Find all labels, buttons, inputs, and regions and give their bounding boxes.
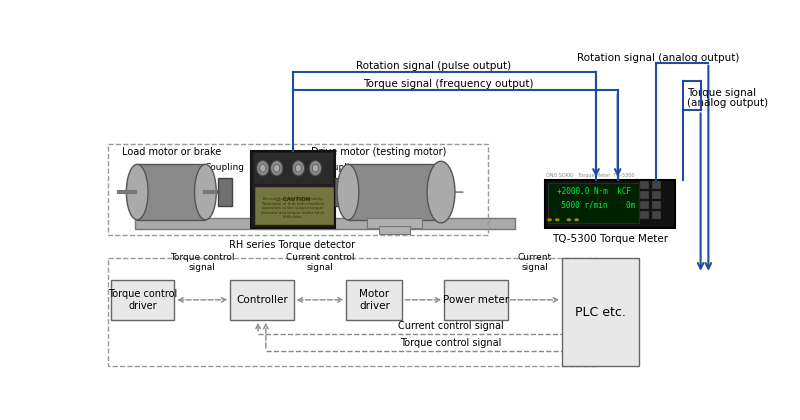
Text: ONO SOKKI   Torque Meter  TQ-5300: ONO SOKKI Torque Meter TQ-5300 [546, 173, 635, 178]
Bar [251, 150, 335, 228]
Text: Load motor or brake: Load motor or brake [122, 147, 221, 157]
Ellipse shape [295, 164, 302, 172]
Ellipse shape [337, 164, 359, 220]
Text: +2000.0 N·m  kCF
  5000 r/min    0m: +2000.0 N·m kCF 5000 r/min 0m [552, 187, 635, 209]
Ellipse shape [292, 160, 305, 176]
Ellipse shape [547, 218, 552, 221]
Text: (analog output): (analog output) [687, 98, 769, 108]
Bar [108, 258, 596, 366]
Ellipse shape [126, 164, 148, 220]
Text: Torque control
driver: Torque control driver [108, 289, 178, 311]
Bar [135, 218, 514, 229]
Text: Torque signal (frequency output): Torque signal (frequency output) [363, 79, 534, 89]
Ellipse shape [270, 160, 283, 176]
Text: Current
signal: Current signal [518, 253, 552, 272]
Ellipse shape [274, 164, 280, 172]
Text: Torque control signal: Torque control signal [400, 339, 502, 349]
Ellipse shape [260, 164, 266, 172]
Bar [346, 280, 402, 320]
Text: RH series Torque detector: RH series Torque detector [229, 240, 355, 250]
Bar [108, 144, 487, 235]
Bar [562, 258, 639, 366]
Bar [254, 152, 333, 184]
Bar [640, 181, 650, 189]
Bar [640, 191, 650, 199]
Ellipse shape [427, 161, 455, 223]
Text: Motor
driver: Motor driver [359, 289, 390, 311]
Ellipse shape [312, 164, 318, 172]
Text: Current control signal: Current control signal [398, 321, 503, 331]
Ellipse shape [310, 160, 322, 176]
Bar [230, 280, 294, 320]
Text: Rotation signal (analog output): Rotation signal (analog output) [577, 53, 739, 63]
Bar [652, 201, 661, 209]
Bar [640, 201, 650, 209]
Bar [640, 211, 650, 219]
Bar [138, 164, 206, 220]
Text: Coupling: Coupling [322, 163, 362, 172]
Ellipse shape [257, 160, 269, 176]
Text: Current control
signal: Current control signal [286, 253, 354, 272]
Text: Drive motor (testing motor): Drive motor (testing motor) [311, 147, 446, 157]
Text: TQ-5300 Torque Meter: TQ-5300 Torque Meter [552, 234, 668, 244]
Bar [111, 280, 174, 320]
Text: Torque control
signal: Torque control signal [170, 253, 234, 272]
Bar [335, 178, 349, 206]
Bar [652, 211, 661, 219]
Bar [444, 280, 508, 320]
Text: Rotation signal (pulse output): Rotation signal (pulse output) [356, 61, 511, 71]
Text: Be sure to allow mutual safety.
Terminate at that falls electrical
operation at : Be sure to allow mutual safety. Terminat… [262, 197, 325, 219]
Bar [255, 187, 333, 224]
Ellipse shape [555, 218, 559, 221]
Ellipse shape [574, 218, 579, 221]
Bar [545, 180, 675, 228]
Text: Controller: Controller [236, 295, 288, 305]
Bar [218, 178, 232, 206]
Bar [652, 191, 661, 199]
Text: PLC etc.: PLC etc. [575, 306, 626, 319]
Bar [379, 226, 410, 234]
Bar [348, 164, 441, 220]
Bar [548, 183, 639, 223]
Text: Coupling: Coupling [205, 163, 245, 172]
Text: Power meter: Power meter [443, 295, 509, 305]
Bar [367, 218, 422, 228]
Bar [652, 181, 661, 189]
Ellipse shape [566, 218, 571, 221]
Text: Torque signal: Torque signal [687, 88, 757, 98]
Ellipse shape [194, 164, 216, 220]
Text: ⚠ CAUTION: ⚠ CAUTION [276, 197, 310, 202]
